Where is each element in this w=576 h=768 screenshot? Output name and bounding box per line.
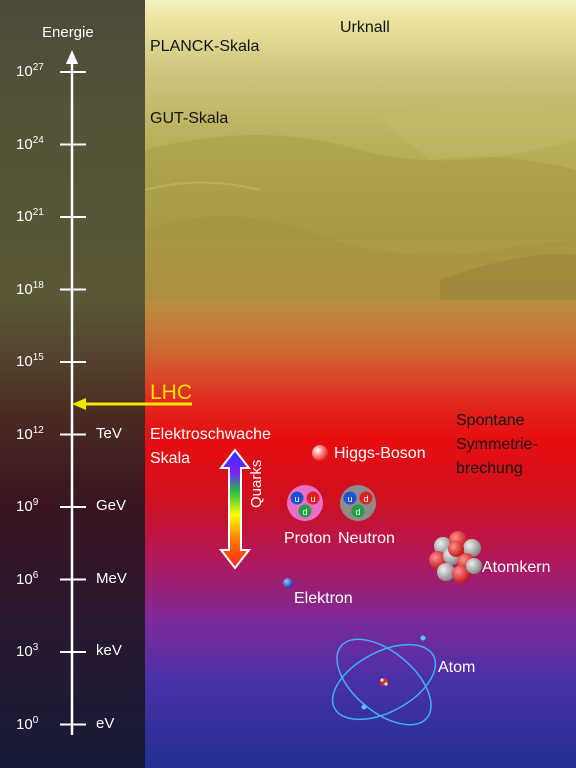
proton-quark-3: d (302, 507, 307, 517)
elektroschwache-label-line1: Elektroschwache (150, 426, 271, 443)
axis-ticks (60, 71, 86, 726)
atom-icon (331, 635, 437, 726)
proton-label: Proton (284, 530, 332, 547)
gut-scale-label: GUT-Skala (150, 110, 229, 127)
axis-tick-label: 100 (16, 714, 39, 733)
atom-label: Atom (438, 659, 476, 676)
neutron-quark-3: d (355, 507, 360, 517)
axis-tick-label: 1027 (16, 62, 44, 80)
spontane-label-line1: Spontane (456, 412, 525, 429)
lhc-arrow-head (72, 398, 86, 410)
planck-scale-label: PLANCK-Skala (150, 38, 260, 55)
axis-unit-label: MeV (96, 569, 127, 587)
axis-tick-label: 106 (16, 569, 39, 588)
proton-quark-2: u (310, 494, 315, 504)
axis-title: Energie (42, 24, 94, 41)
axis-tick-label: 1021 (16, 207, 44, 225)
quarks-double-arrow (218, 448, 252, 570)
axis-tick-label: 1015 (16, 352, 44, 370)
quarks-label: Quarks (248, 459, 265, 508)
atomkern-icon (429, 531, 482, 583)
proton-quark-1: u (294, 494, 299, 504)
elektron-label: Elektron (294, 590, 353, 607)
electron-sphere (283, 578, 293, 588)
axis-tick-label: 1018 (16, 279, 44, 298)
axis-tick-label: 109 (16, 497, 39, 515)
higgs-boson-label: Higgs-Boson (334, 445, 426, 462)
higgs-boson-sphere (312, 445, 328, 461)
spontane-label-line2: Symmetrie- (456, 436, 538, 453)
proton-icon: u u d (287, 485, 323, 521)
axis-unit-label: TeV (96, 424, 122, 442)
spontane-label-line3: brechung (456, 460, 523, 477)
axis-unit-label: GeV (96, 497, 127, 514)
urknall-label: Urknall (340, 19, 390, 36)
axis-unit-label: keV (96, 642, 122, 659)
axis-tick-label: 1024 (16, 134, 44, 153)
axis-unit-label: eV (96, 714, 115, 732)
axis-tick-label: 103 (16, 642, 39, 660)
neutron-quark-2: d (363, 494, 368, 504)
atomkern-label: Atomkern (482, 559, 551, 576)
neutron-quark-1: u (347, 494, 352, 504)
axis-tick-label: 1012 (16, 424, 44, 443)
neutron-icon: u d d (340, 485, 376, 521)
neutron-label: Neutron (338, 530, 395, 547)
elektroschwache-label-line2: Skala (150, 450, 191, 467)
axis-arrow-head (66, 50, 78, 64)
lhc-label: LHC (150, 381, 193, 404)
